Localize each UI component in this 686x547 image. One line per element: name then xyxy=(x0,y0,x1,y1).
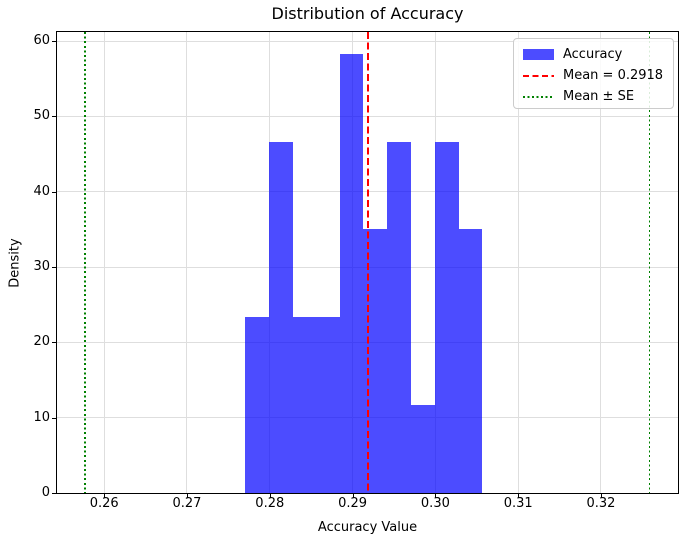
x-gridline xyxy=(103,32,105,493)
y-tick-label: 60 xyxy=(33,33,50,49)
histogram-bar xyxy=(292,317,317,493)
y-tick-label: 20 xyxy=(33,334,50,350)
x-tick-mark xyxy=(186,494,188,498)
histogram-bar xyxy=(458,229,482,493)
y-tick-mark xyxy=(52,267,56,269)
x-tick-mark xyxy=(352,494,354,498)
histogram-bar xyxy=(434,141,459,493)
histogram-bar xyxy=(411,404,435,493)
legend: Accuracy Mean = 0.2918 Mean ± SE xyxy=(513,38,674,109)
legend-label: Mean = 0.2918 xyxy=(563,68,664,83)
y-tick-mark xyxy=(52,342,56,344)
legend-item-se: Mean ± SE xyxy=(514,86,673,107)
x-tick-label: 0.28 xyxy=(255,496,285,511)
x-tick-mark xyxy=(104,494,106,498)
histogram-bar xyxy=(268,141,293,493)
x-tick-label: 0.31 xyxy=(503,496,533,511)
x-tick-label: 0.27 xyxy=(172,496,202,511)
blue-patch-swatch-icon xyxy=(523,49,554,60)
x-tick-label: 0.30 xyxy=(420,496,450,511)
histogram-bar xyxy=(244,317,269,493)
x-gridline xyxy=(186,32,188,493)
y-tick-label: 10 xyxy=(33,409,50,425)
y-tick-label: 40 xyxy=(33,183,50,199)
x-tick-label: 0.32 xyxy=(586,496,616,511)
y-tick-mark xyxy=(52,116,56,118)
y-tick-label: 30 xyxy=(33,259,50,275)
x-axis-label: Accuracy Value xyxy=(317,520,418,535)
histogram-bar xyxy=(387,141,412,493)
histogram-bar xyxy=(340,53,364,493)
x-gridline xyxy=(517,32,519,493)
legend-item-accuracy: Accuracy xyxy=(514,44,673,65)
x-tick-label: 0.29 xyxy=(338,496,368,511)
se-line xyxy=(84,32,86,493)
legend-item-mean: Mean = 0.2918 xyxy=(514,65,673,86)
y-tick-label: 0 xyxy=(41,485,50,500)
x-tick-mark xyxy=(600,494,602,498)
red-dashed-line-swatch-icon xyxy=(523,74,554,77)
x-gridline xyxy=(600,32,602,493)
y-tick-mark xyxy=(52,41,56,43)
histogram-bar xyxy=(316,317,341,493)
x-tick-label: 0.26 xyxy=(89,496,119,511)
x-tick-mark xyxy=(269,494,271,498)
legend-label: Accuracy xyxy=(563,47,623,62)
x-tick-mark xyxy=(518,494,520,498)
y-tick-mark xyxy=(52,417,56,419)
legend-label: Mean ± SE xyxy=(563,89,635,104)
x-tick-mark xyxy=(435,494,437,498)
se-line xyxy=(648,32,651,493)
y-tick-mark xyxy=(52,493,56,494)
y-tick-mark xyxy=(52,191,56,193)
mean-line xyxy=(366,32,369,493)
chart-title: Distribution of Accuracy xyxy=(271,4,464,23)
y-tick-label: 50 xyxy=(33,108,50,124)
green-dotted-line-swatch-icon xyxy=(523,95,554,98)
